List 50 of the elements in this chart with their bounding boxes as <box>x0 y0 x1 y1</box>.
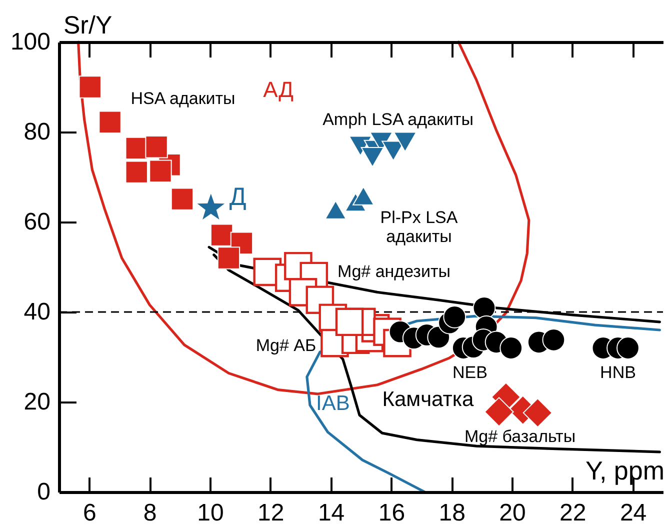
x-axis-title: Y, ppm <box>585 456 664 486</box>
point <box>393 132 417 152</box>
point <box>443 306 466 328</box>
point <box>335 308 364 336</box>
series-label: Д <box>229 183 246 212</box>
annotation: Mg# АБ <box>256 336 316 355</box>
point <box>360 147 384 168</box>
x-tick-label: 8 <box>143 500 157 526</box>
text: АД <box>263 77 294 102</box>
point <box>500 336 523 360</box>
point <box>149 160 172 182</box>
point <box>324 200 346 220</box>
y-tick-label: 0 <box>37 478 50 506</box>
x-tick-label: 22 <box>560 500 586 526</box>
point <box>217 246 240 270</box>
annotation: Amph LSA адакиты <box>322 110 474 129</box>
annotation: HNB <box>600 363 636 382</box>
point <box>352 186 374 206</box>
point <box>484 397 514 427</box>
y-axis-title: Sr/Y <box>64 12 112 40</box>
point <box>145 136 168 158</box>
series-label: IAB <box>316 392 350 416</box>
annotation: Mg# андезиты <box>338 262 450 281</box>
annotation: Камчатка <box>382 388 474 411</box>
annotation: NEB <box>452 363 488 382</box>
point <box>210 224 234 246</box>
x-tick-label: 24 <box>620 500 647 526</box>
x-tick-label: 20 <box>499 500 526 526</box>
x-tick-label: 10 <box>197 500 224 526</box>
point <box>522 398 552 428</box>
x-tick-label: 18 <box>438 500 466 526</box>
x-tick-label: 14 <box>318 500 345 526</box>
point <box>78 76 102 98</box>
annotation: Pl-Px LSA адакиты <box>380 208 458 246</box>
y-tick-label: 40 <box>24 298 50 326</box>
x-tick-label: 6 <box>83 500 96 526</box>
x-tick-label: 12 <box>258 500 284 526</box>
y-tick-label: 60 <box>24 208 50 236</box>
annotation: Mg# базальты <box>464 427 576 446</box>
point <box>616 336 640 360</box>
y-tick-label: 80 <box>24 118 50 146</box>
point <box>125 160 148 184</box>
x-tick-label: 16 <box>378 500 406 526</box>
y-tick-label: 20 <box>24 388 50 416</box>
annotation: HSA адакиты <box>130 89 236 108</box>
point <box>472 296 496 320</box>
point <box>98 110 122 134</box>
point <box>542 328 566 352</box>
y-tick-label: 100 <box>10 28 50 56</box>
point <box>170 188 194 210</box>
